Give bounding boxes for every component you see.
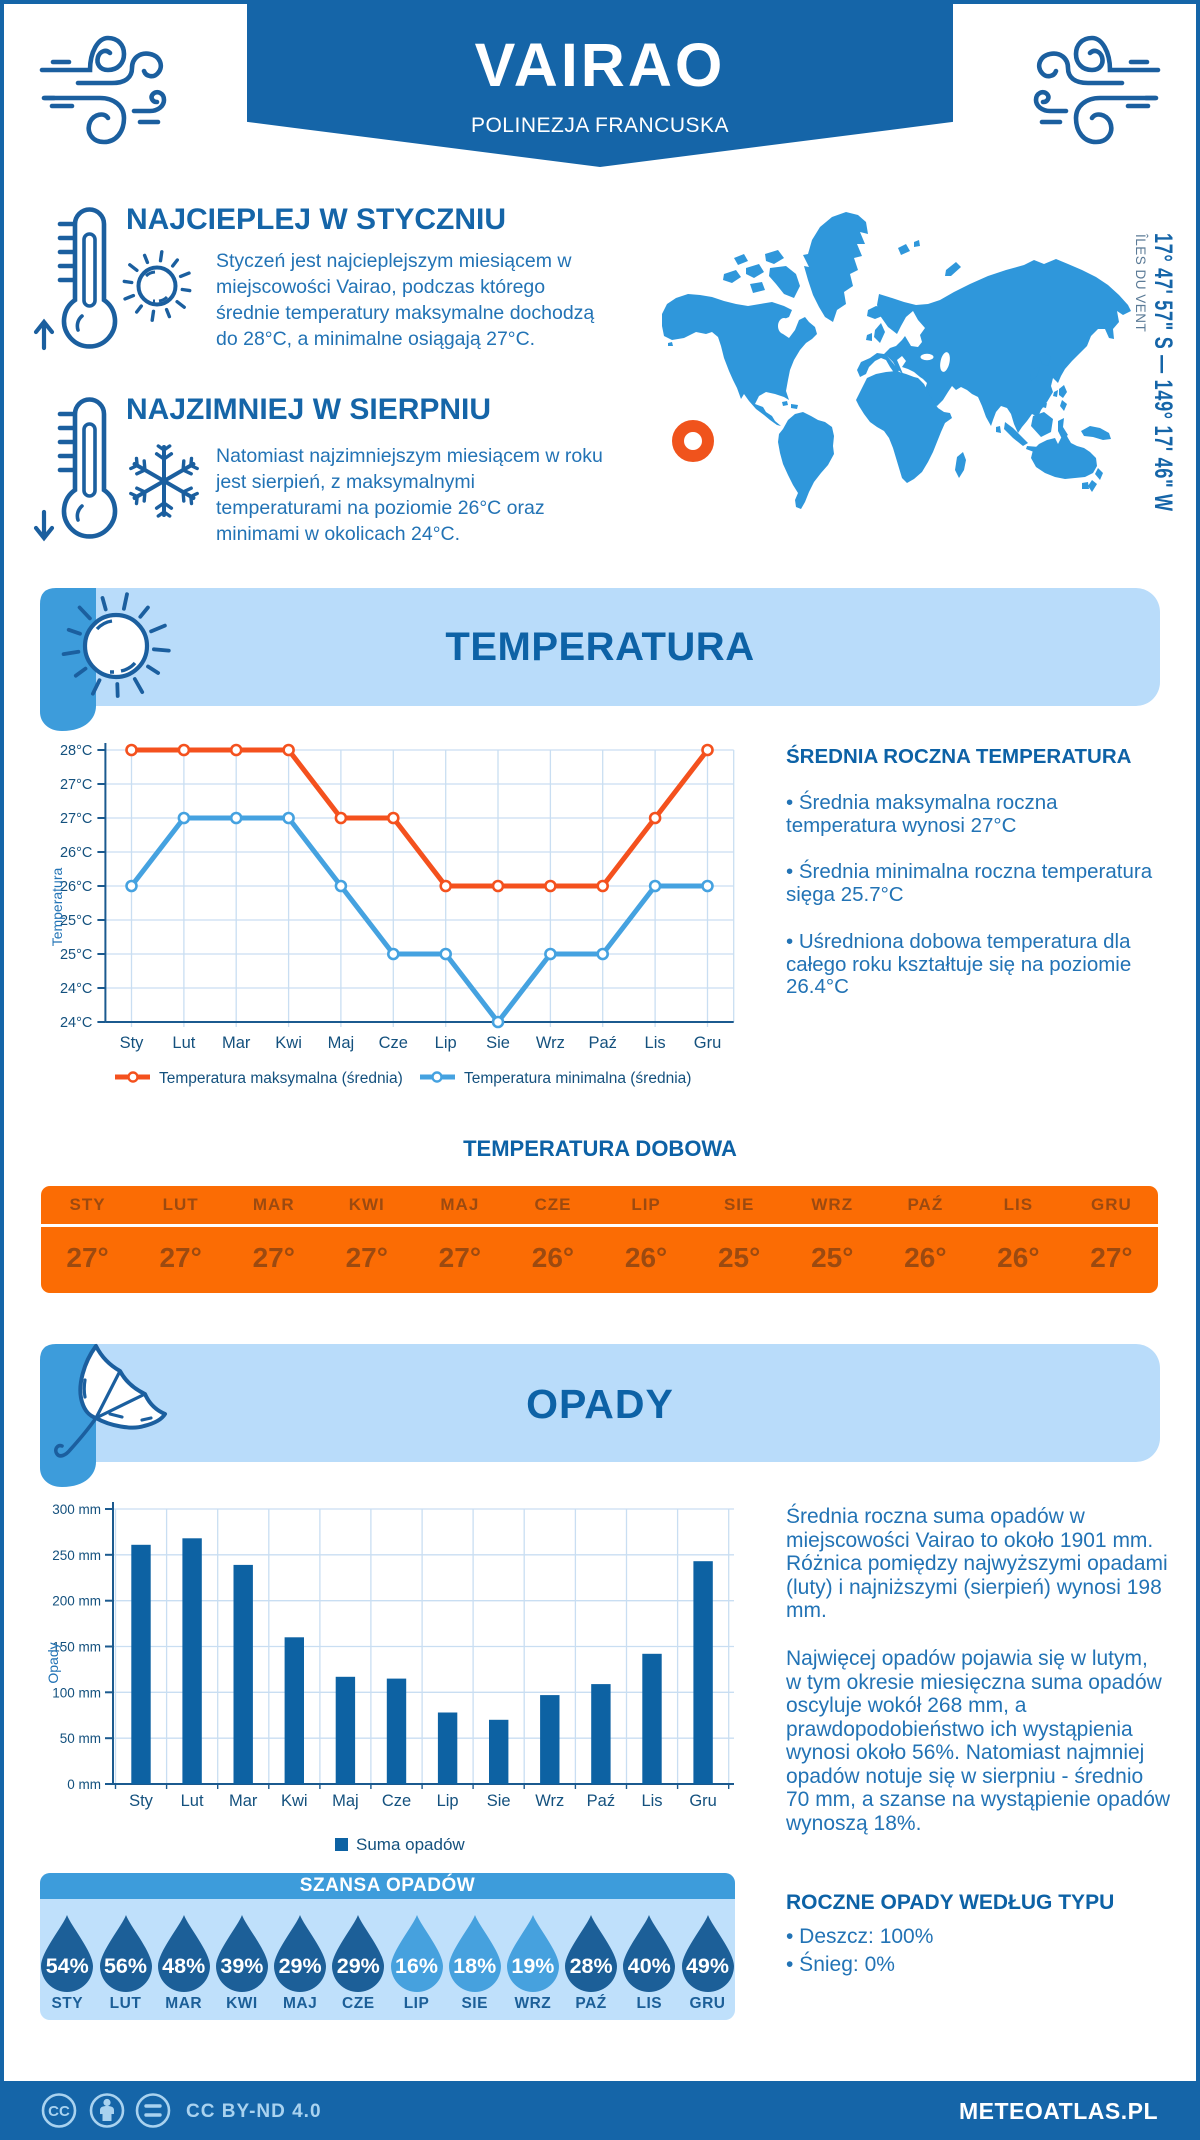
svg-text:Wrz: Wrz [536, 1034, 565, 1052]
svg-text:26°C: 26°C [60, 845, 92, 861]
svg-text:28°C: 28°C [60, 743, 92, 759]
svg-text:24°C: 24°C [60, 1015, 92, 1031]
svg-text:27°C: 27°C [60, 811, 92, 827]
svg-text:Temperatura: Temperatura [49, 867, 65, 946]
svg-text:Lis: Lis [645, 1034, 666, 1052]
svg-text:0 mm: 0 mm [67, 1777, 101, 1792]
svg-text:Mar: Mar [222, 1034, 251, 1052]
svg-text:27°C: 27°C [60, 777, 92, 793]
svg-text:CC: CC [48, 2103, 70, 2120]
svg-text:150 mm: 150 mm [52, 1640, 101, 1655]
svg-text:Temperatura minimalna (średnia: Temperatura minimalna (średnia) [464, 1070, 691, 1087]
svg-text:Lip: Lip [435, 1034, 457, 1052]
svg-text:Paź: Paź [588, 1034, 616, 1052]
svg-text:50 mm: 50 mm [60, 1731, 101, 1746]
svg-text:100 mm: 100 mm [52, 1685, 101, 1700]
svg-text:Lut: Lut [181, 1792, 204, 1810]
svg-text:Paź: Paź [587, 1792, 615, 1810]
svg-text:Mar: Mar [229, 1792, 258, 1810]
svg-text:Sty: Sty [120, 1034, 145, 1052]
svg-text:Sty: Sty [129, 1792, 154, 1810]
svg-text:METEOATLAS.PL: METEOATLAS.PL [959, 2098, 1158, 2124]
svg-text:Maj: Maj [332, 1792, 359, 1810]
svg-text:Kwi: Kwi [281, 1792, 308, 1810]
svg-text:Gru: Gru [689, 1792, 717, 1810]
svg-text:Opady: Opady [45, 1642, 61, 1683]
svg-text:Lip: Lip [437, 1792, 459, 1810]
svg-text:25°C: 25°C [60, 947, 92, 963]
svg-text:24°C: 24°C [60, 981, 92, 997]
svg-text:250 mm: 250 mm [52, 1548, 101, 1563]
svg-text:200 mm: 200 mm [52, 1594, 101, 1609]
svg-text:Cze: Cze [379, 1034, 408, 1052]
svg-text:Lis: Lis [641, 1792, 662, 1810]
svg-text:Lut: Lut [172, 1034, 195, 1052]
svg-text:26°C: 26°C [60, 879, 92, 895]
svg-text:300 mm: 300 mm [52, 1502, 101, 1517]
svg-text:Sie: Sie [486, 1034, 510, 1052]
svg-text:Sie: Sie [487, 1792, 511, 1810]
svg-text:CC BY-ND 4.0: CC BY-ND 4.0 [186, 2101, 322, 2122]
svg-text:Maj: Maj [328, 1034, 355, 1052]
svg-text:Temperatura maksymalna (średni: Temperatura maksymalna (średnia) [159, 1070, 403, 1087]
svg-text:Wrz: Wrz [535, 1792, 564, 1810]
svg-text:Cze: Cze [382, 1792, 411, 1810]
svg-text:Gru: Gru [694, 1034, 722, 1052]
svg-text:Suma opadów: Suma opadów [356, 1835, 465, 1854]
svg-text:25°C: 25°C [60, 913, 92, 929]
svg-text:Kwi: Kwi [275, 1034, 302, 1052]
